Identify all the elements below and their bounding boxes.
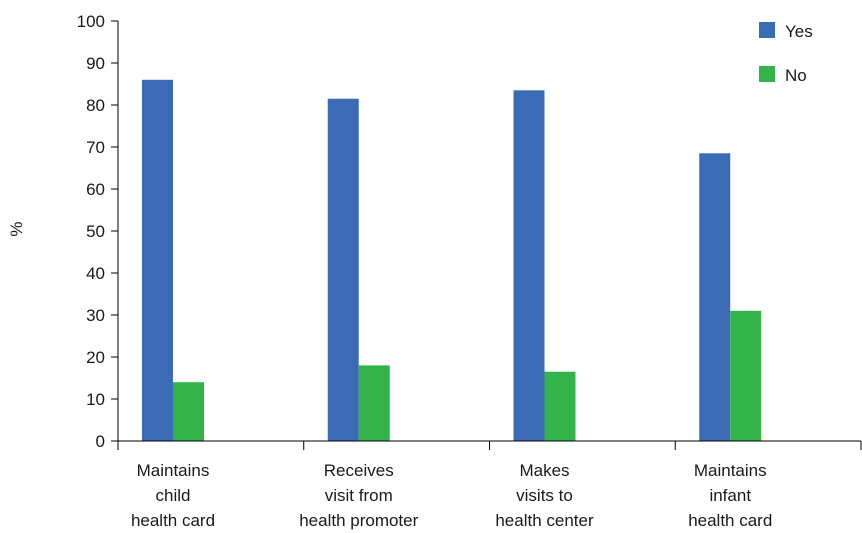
legend-swatch-no — [759, 66, 775, 82]
x-category-label-line: visits to — [516, 486, 573, 505]
bar-no-2 — [358, 365, 390, 441]
bar-yes-2 — [327, 98, 359, 441]
x-category-label-line: health card — [688, 511, 772, 530]
bar-no-3 — [544, 371, 576, 441]
bar-yes-4 — [699, 153, 731, 442]
bar-yes-1 — [142, 79, 173, 442]
y-axis: 0 10 20 30 40 50 60 70 80 90 100 — [77, 12, 119, 451]
y-tick-label: 0 — [96, 432, 105, 451]
legend-swatch-yes — [759, 22, 775, 38]
legend-label-yes: Yes — [785, 22, 813, 41]
y-tick-label: 70 — [86, 138, 105, 157]
y-tick-label: 30 — [86, 306, 105, 325]
x-category-label-line: Maintains — [694, 461, 767, 480]
bar-yes-3 — [513, 90, 545, 442]
bars-group — [142, 79, 762, 442]
x-category-label-line: infant — [709, 486, 751, 505]
x-category-label-line: Makes — [519, 461, 569, 480]
x-category-label-line: Maintains — [137, 461, 210, 480]
x-category-label-line: health center — [495, 511, 594, 530]
bar-no-4 — [730, 310, 762, 441]
y-tick-label: 60 — [86, 180, 105, 199]
y-tick-label: 20 — [86, 348, 105, 367]
legend-label-no: No — [785, 66, 807, 85]
bar-no-1 — [173, 382, 204, 441]
x-category-label: Receives visit from health promoter — [299, 461, 418, 530]
x-category-label-line: health card — [131, 511, 215, 530]
y-tick-label: 10 — [86, 390, 105, 409]
x-category-label-line: health promoter — [299, 511, 418, 530]
legend: Yes No — [759, 22, 813, 85]
x-category-label: Makes visits to health center — [495, 461, 594, 530]
x-axis: Maintains child health card Receives visit f… — [117, 440, 862, 530]
x-category-label-line: Receives — [324, 461, 394, 480]
y-tick-label: 40 — [86, 264, 105, 283]
x-category-label-line: visit from — [325, 486, 393, 505]
x-category-label-line: child — [156, 486, 191, 505]
y-tick-label: 100 — [77, 12, 105, 31]
y-axis-label: % — [7, 221, 26, 236]
y-tick-label: 80 — [86, 96, 105, 115]
x-category-label: Maintains infant health card — [688, 461, 772, 530]
x-category-label: Maintains child health card — [131, 461, 215, 530]
y-tick-label: 90 — [86, 54, 105, 73]
y-tick-label: 50 — [86, 222, 105, 241]
